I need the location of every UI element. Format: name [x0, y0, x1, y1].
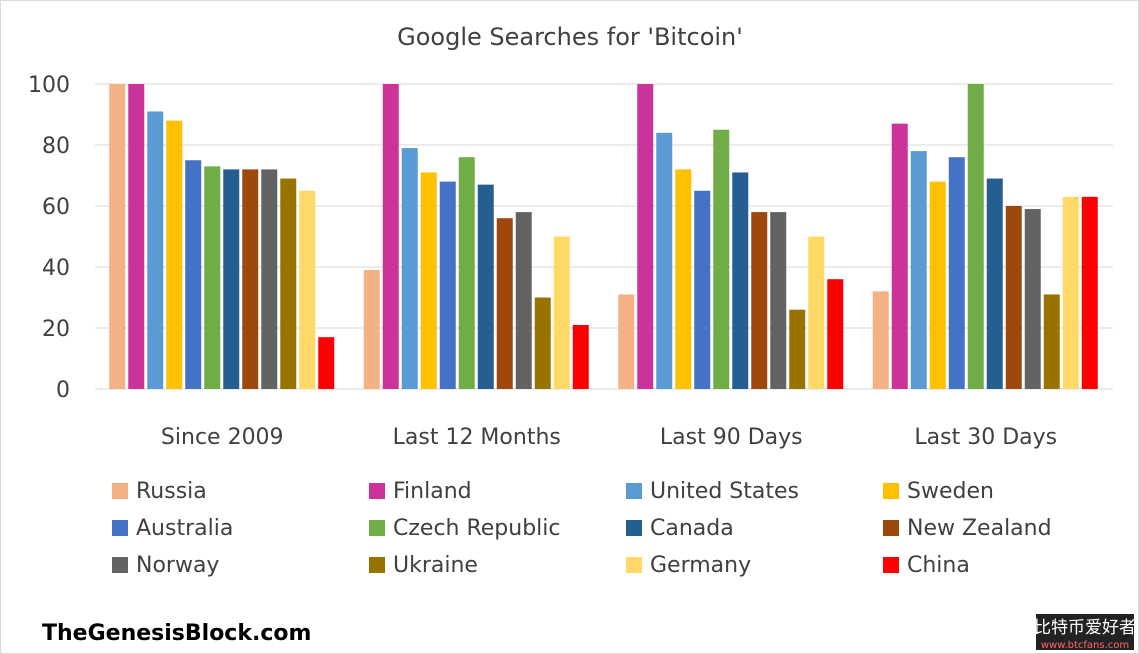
- legend-swatch: [883, 520, 899, 536]
- legend-swatch: [626, 483, 642, 499]
- watermark: 比特币爱好者: [1034, 618, 1136, 638]
- legend-swatch: [112, 483, 128, 499]
- bar: [751, 212, 768, 389]
- legend-swatch: [626, 557, 642, 573]
- bar: [967, 84, 984, 389]
- y-tick-label: 80: [42, 134, 70, 159]
- bar: [1024, 209, 1041, 389]
- watermark-url: www.btcfans.com: [1041, 640, 1129, 651]
- bar: [637, 84, 654, 389]
- bar: [694, 190, 711, 389]
- legend-swatch: [112, 520, 128, 536]
- bar: [477, 184, 494, 389]
- x-tick-label: Last 90 Days: [660, 425, 803, 450]
- bar: [318, 337, 335, 389]
- legend-label: Sweden: [907, 479, 994, 504]
- bar: [770, 212, 787, 389]
- legend-label: Ukraine: [393, 553, 478, 578]
- bar: [1062, 196, 1079, 389]
- bar: [534, 297, 551, 389]
- legend-label: Finland: [393, 479, 472, 504]
- bar: [109, 84, 126, 389]
- x-tick-label: Last 30 Days: [914, 425, 1057, 450]
- legend-label: Russia: [136, 479, 207, 504]
- bar: [553, 236, 570, 389]
- legend-swatch: [112, 557, 128, 573]
- legend-label: United States: [650, 479, 799, 504]
- bar: [242, 169, 259, 389]
- bar: [910, 151, 927, 389]
- legend-swatch: [369, 557, 385, 573]
- legend-label: New Zealand: [907, 516, 1052, 541]
- y-tick-label: 20: [42, 317, 70, 342]
- y-tick-label: 60: [42, 195, 70, 220]
- legend-swatch: [626, 520, 642, 536]
- bar: [280, 178, 297, 389]
- bar: [223, 169, 240, 389]
- legend-label: China: [907, 553, 970, 578]
- bar: [827, 279, 844, 389]
- bar: [166, 120, 183, 389]
- legend-swatch: [883, 557, 899, 573]
- chart-title: Google Searches for 'Bitcoin': [397, 23, 743, 51]
- bar: [185, 160, 202, 389]
- legend-label: Germany: [650, 553, 751, 578]
- legend-swatch: [369, 520, 385, 536]
- bar: [147, 111, 164, 389]
- bar: [618, 294, 635, 389]
- source: TheGenesisBlock.com: [42, 621, 311, 646]
- bar: [261, 169, 278, 389]
- bar: [458, 157, 475, 389]
- bar: [713, 129, 730, 389]
- legend-swatch: [369, 483, 385, 499]
- bar: [656, 132, 673, 390]
- bar: [299, 190, 316, 389]
- bar: [128, 84, 145, 389]
- bar: [808, 236, 825, 389]
- bar: [872, 291, 889, 389]
- legend-swatch: [883, 483, 899, 499]
- bar: [572, 324, 589, 389]
- bar: [1005, 206, 1022, 389]
- bar: [675, 169, 692, 389]
- bar: [496, 218, 513, 389]
- y-tick-label: 100: [28, 73, 70, 98]
- bar: [732, 172, 749, 389]
- bar: [948, 157, 965, 389]
- legend-label: Canada: [650, 516, 734, 541]
- bar: [789, 309, 806, 389]
- legend-label: Australia: [136, 516, 233, 541]
- bar: [1043, 294, 1060, 389]
- bar: [515, 212, 532, 389]
- bar: [401, 148, 418, 389]
- bar: [363, 270, 380, 389]
- legend-label: Czech Republic: [393, 516, 561, 541]
- y-tick-label: 40: [42, 256, 70, 281]
- x-tick-label: Since 2009: [161, 425, 284, 450]
- x-tick-label: Last 12 Months: [393, 425, 561, 450]
- bar: [439, 181, 456, 389]
- y-tick-label: 0: [56, 378, 70, 403]
- bar: [382, 84, 399, 389]
- bar: [1081, 196, 1098, 389]
- bar: [929, 181, 946, 389]
- bar: [891, 123, 908, 390]
- bar: [986, 178, 1003, 389]
- bar: [420, 172, 437, 389]
- bar: [204, 166, 221, 389]
- legend-label: Norway: [136, 553, 219, 578]
- watermark-bg: [1036, 614, 1134, 650]
